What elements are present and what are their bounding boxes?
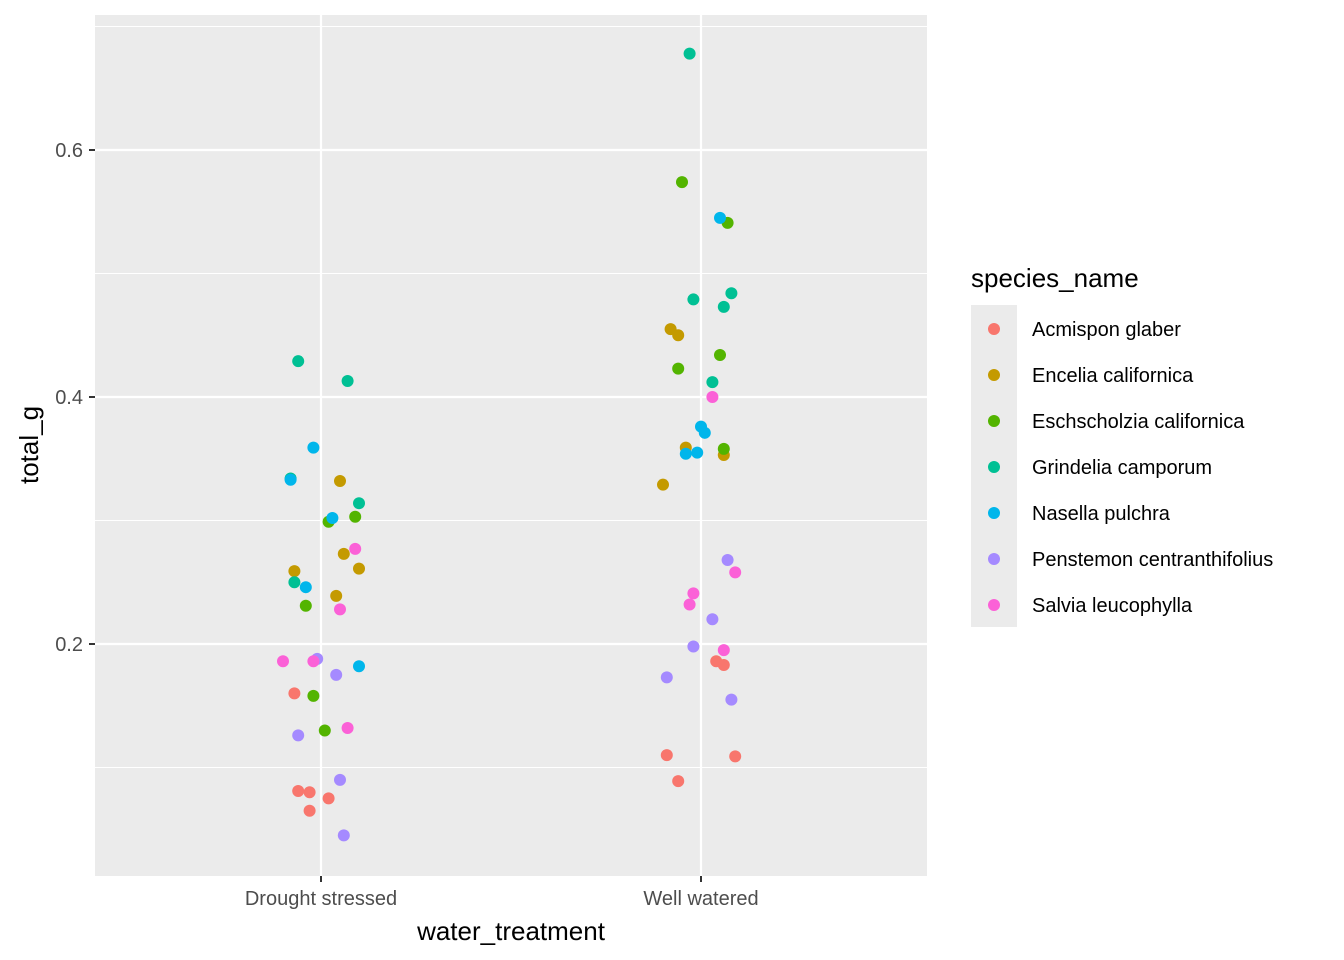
data-point: [307, 441, 320, 454]
data-point: [729, 566, 742, 579]
legend: species_name Acmispon glaber Encelia cali…: [971, 263, 1273, 627]
x-axis-title: water_treatment: [416, 916, 606, 946]
data-point: [676, 176, 688, 189]
data-point: [725, 287, 738, 300]
data-point: [698, 426, 711, 439]
data-point: [334, 773, 346, 786]
data-point: [288, 576, 301, 589]
data-point: [679, 447, 692, 460]
data-point: [353, 660, 365, 673]
data-point: [288, 687, 301, 700]
data-point: [330, 589, 343, 602]
data-point: [660, 749, 673, 762]
y-axis-title: total_g: [14, 406, 44, 484]
data-point: [687, 293, 700, 306]
data-point: [672, 362, 685, 375]
data-point: [672, 775, 685, 788]
data-point: [687, 587, 700, 600]
data-point: [299, 599, 312, 612]
data-point: [706, 613, 719, 626]
legend-title: species_name: [971, 263, 1139, 293]
data-point: [729, 750, 742, 763]
data-point: [277, 655, 289, 668]
data-point: [349, 510, 362, 523]
x-axis: Drought stressed Well watered: [245, 876, 759, 910]
data-point: [337, 829, 350, 842]
data-point: [660, 671, 673, 684]
data-point: [303, 786, 316, 799]
data-point: [288, 565, 301, 578]
data-point: [717, 300, 730, 313]
data-point: [717, 658, 730, 671]
minor-gridlines: [95, 25, 927, 769]
data-point: [292, 784, 305, 797]
data-point: [292, 729, 305, 742]
data-point: [353, 562, 365, 575]
data-point: [337, 547, 350, 560]
plot-panel: [95, 15, 927, 876]
data-point: [330, 668, 343, 681]
data-point: [292, 355, 305, 368]
y-tick-label: 0.2: [55, 634, 83, 656]
data-point: [303, 804, 316, 817]
data-point: [299, 581, 312, 594]
data-point: [307, 655, 320, 668]
data-point: [326, 512, 339, 525]
legend-label: Encelia californica: [1032, 365, 1194, 387]
y-axis: 0.2 0.4 0.6: [55, 140, 95, 656]
legend-key: [988, 599, 1000, 611]
legend-label: Acmispon glaber: [1032, 319, 1181, 341]
data-point: [334, 474, 346, 487]
y-tick-label: 0.6: [55, 140, 83, 162]
data-point: [657, 478, 669, 491]
data-point: [683, 598, 696, 611]
legend-label: Grindelia camporum: [1032, 457, 1212, 479]
data-point: [714, 211, 726, 224]
data-point: [706, 376, 719, 389]
legend-key: [988, 507, 1000, 519]
data-point: [687, 640, 700, 653]
data-point: [307, 689, 320, 702]
data-point: [341, 721, 354, 734]
legend-label: Eschscholzia californica: [1032, 411, 1245, 433]
data-point: [717, 644, 730, 657]
data-point: [714, 349, 726, 362]
data-point: [353, 497, 365, 510]
data-point: [725, 693, 738, 706]
x-tick-label: Well watered: [643, 888, 758, 910]
legend-label: Nasella pulchra: [1032, 503, 1171, 525]
data-point: [706, 391, 719, 403]
data-point: [341, 374, 354, 387]
data-point: [672, 329, 685, 342]
data-point: [322, 792, 335, 805]
legend-label: Penstemon centranthifolius: [1032, 549, 1273, 571]
data-point: [717, 442, 730, 455]
legend-items: Acmispon glaber Encelia californica Eschsc…: [988, 319, 1273, 617]
data-point: [683, 47, 696, 60]
data-point: [334, 603, 346, 616]
legend-key: [988, 323, 1000, 335]
legend-key: [988, 461, 1000, 473]
y-tick-label: 0.4: [55, 387, 83, 409]
legend-label: Salvia leucophylla: [1032, 595, 1193, 617]
data-points: [277, 47, 742, 842]
data-point: [721, 554, 734, 567]
data-point: [691, 446, 704, 459]
data-point: [349, 542, 362, 555]
x-tick-label: Drought stressed: [245, 888, 397, 910]
legend-key: [988, 369, 1000, 381]
legend-key: [988, 553, 1000, 565]
legend-key: [988, 415, 1000, 427]
data-point: [284, 473, 297, 486]
data-point: [318, 724, 331, 737]
